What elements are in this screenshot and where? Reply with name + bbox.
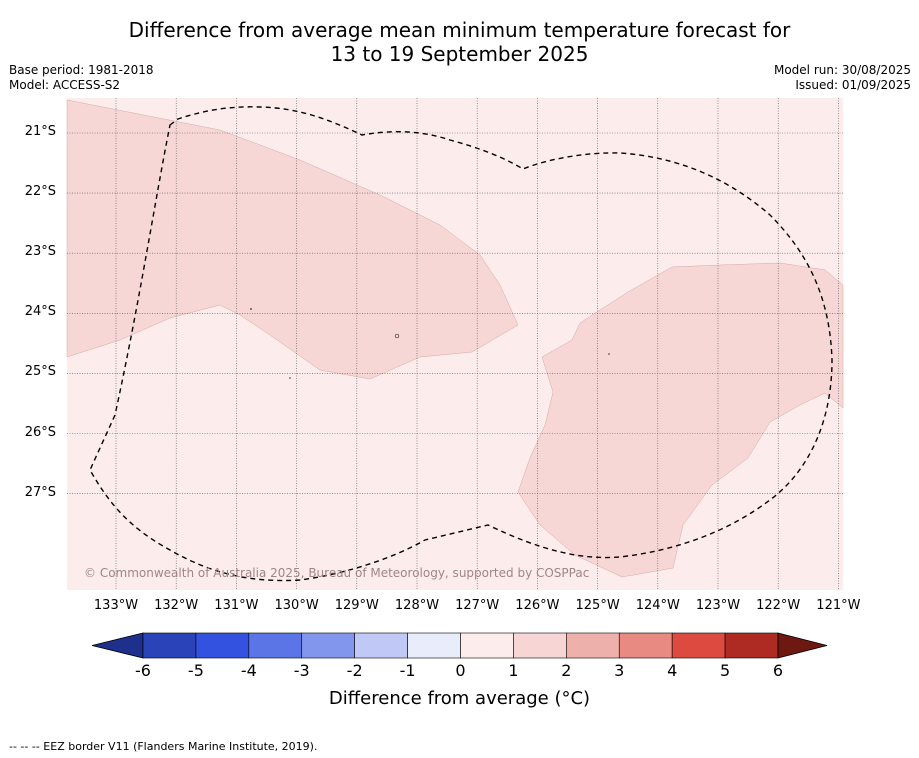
colorbar-segment (618, 632, 673, 659)
base-period: Base period: 1981-2018 (9, 63, 154, 77)
colorbar-segment (566, 632, 620, 659)
longitude-label: 127°W (455, 598, 500, 613)
colorbar-segment (248, 632, 303, 659)
longitude-label: 121°W (816, 598, 861, 613)
latitude-label: 26°S (24, 424, 56, 440)
chart-title: Difference from average mean minimum tem… (0, 18, 919, 66)
anomaly-region-east (517, 262, 844, 578)
issued-date: Issued: 01/09/2025 (795, 78, 911, 92)
island-marker (289, 377, 291, 379)
colorbar-tick-label: 0 (455, 661, 466, 680)
model-name: Model: ACCESS-S2 (9, 78, 121, 92)
latitude-label: 27°S (24, 484, 56, 500)
copyright-notice: © Commonwealth of Australia 2025, Bureau… (84, 566, 590, 580)
colorbar-tick-label: 1 (508, 661, 519, 680)
eez-border (89, 106, 833, 582)
colorbar-segment (671, 632, 726, 659)
latitude-label: 23°S (24, 244, 56, 260)
latitude-label: 22°S (24, 184, 56, 200)
longitude-label: 126°W (515, 598, 560, 613)
colorbar-segment (142, 632, 197, 659)
longitude-label: 122°W (756, 598, 801, 613)
colorbar-tick-label: 6 (772, 661, 784, 680)
longitude-label: 129°W (334, 598, 379, 613)
graticule (67, 98, 843, 590)
island-marker (250, 308, 252, 310)
colorbar-tick-label: 4 (667, 661, 678, 680)
colorbar-tick-label: -3 (293, 661, 310, 680)
colorbar-tick-label: -1 (399, 661, 416, 680)
longitude-label: 124°W (635, 598, 680, 613)
longitude-label: 123°W (695, 598, 741, 613)
anomaly-region-west (66, 99, 519, 380)
model-run: Model run: 30/08/2025 (773, 63, 911, 77)
colorbar-label: Difference from average (°C) (328, 688, 591, 709)
latitude-label: 24°S (24, 304, 56, 320)
colorbar-tick-label: -2 (346, 661, 363, 680)
colorbar-tick-label: 5 (719, 661, 731, 680)
colorbar-tick-label: -5 (187, 661, 204, 680)
colorbar-segment (354, 632, 408, 659)
colorbar-extend-low (91, 632, 144, 659)
island-marker (608, 353, 610, 355)
colorbar-segment (724, 632, 779, 659)
colorbar-segment (301, 632, 355, 659)
run-info: Model run: 30/08/2025 Issued: 01/09/2025 (774, 63, 911, 93)
longitude-label: 128°W (394, 598, 440, 613)
colorbar-segment (407, 632, 461, 659)
colorbar-segment (460, 632, 514, 659)
colorbar-extend-high (777, 632, 828, 659)
island-marker (394, 333, 400, 339)
longitude-label: 132°W (154, 598, 199, 613)
eez-footnote: -- -- -- EEZ border V11 (Flanders Marine… (9, 740, 318, 753)
colorbar-tick-label: -6 (135, 661, 151, 680)
longitude-label: 130°W (274, 598, 319, 613)
colorbar-tick-label: -4 (240, 661, 257, 680)
longitude-label: 131°W (214, 598, 259, 613)
latitude-label: 25°S (24, 364, 56, 380)
latitude-label: 21°S (24, 124, 56, 139)
longitude-label: 125°W (575, 598, 620, 613)
colorbar-segment (513, 632, 567, 659)
colorbar (91, 632, 828, 659)
longitude-label: 133°W (93, 598, 139, 613)
colorbar-segment (195, 632, 250, 659)
title-line-1: Difference from average mean minimum tem… (128, 18, 791, 42)
title-line-2: 13 to 19 September 2025 (330, 42, 589, 66)
base-info: Base period: 1981-2018 Model: ACCESS-S2 (9, 63, 154, 93)
colorbar-tick-label: 2 (561, 661, 572, 680)
colorbar-tick-label: 3 (614, 661, 625, 680)
